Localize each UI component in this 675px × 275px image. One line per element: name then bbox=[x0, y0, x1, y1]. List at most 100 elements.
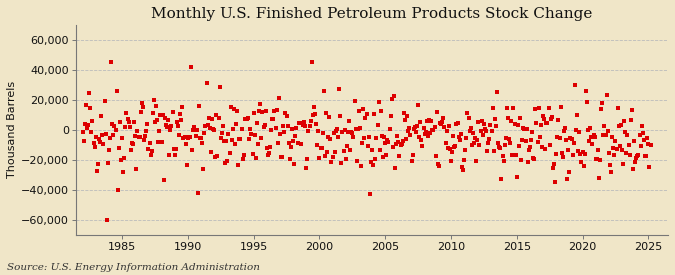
Point bbox=[486, 129, 497, 134]
Point bbox=[324, 115, 335, 119]
Point bbox=[176, 117, 187, 122]
Point bbox=[535, 135, 545, 139]
Point bbox=[570, 128, 581, 133]
Point bbox=[336, 161, 347, 165]
Point bbox=[377, 155, 388, 160]
Point bbox=[401, 136, 412, 141]
Point bbox=[263, 153, 273, 157]
Point bbox=[163, 117, 173, 122]
Point bbox=[561, 138, 572, 142]
Point bbox=[226, 138, 237, 143]
Point bbox=[544, 142, 555, 147]
Point bbox=[130, 133, 140, 138]
Point bbox=[240, 117, 251, 121]
Point bbox=[95, 139, 105, 144]
Point bbox=[256, 136, 267, 140]
Point bbox=[367, 148, 377, 153]
Point bbox=[644, 164, 655, 169]
Point bbox=[302, 157, 313, 161]
Point bbox=[293, 120, 304, 125]
Point bbox=[593, 176, 604, 180]
Point bbox=[585, 125, 595, 130]
Point bbox=[194, 104, 205, 109]
Point bbox=[217, 131, 227, 135]
Point bbox=[451, 122, 462, 127]
Point bbox=[436, 122, 447, 126]
Point bbox=[488, 148, 499, 153]
Point bbox=[94, 137, 105, 142]
Point bbox=[482, 148, 493, 153]
Point bbox=[493, 140, 504, 145]
Point bbox=[407, 153, 418, 157]
Point bbox=[494, 145, 505, 149]
Point bbox=[249, 132, 260, 137]
Point bbox=[458, 168, 468, 172]
Point bbox=[587, 142, 598, 146]
Point bbox=[425, 131, 435, 135]
Point bbox=[121, 111, 132, 116]
Point bbox=[98, 142, 109, 147]
Point bbox=[588, 133, 599, 138]
Point bbox=[591, 157, 602, 161]
Point bbox=[153, 140, 163, 144]
Point bbox=[271, 108, 282, 112]
Point bbox=[392, 133, 403, 138]
Point bbox=[279, 130, 290, 134]
Point bbox=[607, 135, 618, 139]
Point bbox=[232, 109, 242, 114]
Point bbox=[354, 109, 364, 113]
Point bbox=[196, 136, 207, 141]
Point bbox=[553, 118, 564, 122]
Point bbox=[421, 118, 432, 123]
Point bbox=[645, 143, 656, 147]
Point bbox=[373, 99, 384, 104]
Point bbox=[516, 158, 526, 162]
Point bbox=[192, 191, 203, 195]
Point bbox=[182, 135, 193, 140]
Point bbox=[622, 133, 633, 137]
Point bbox=[614, 144, 625, 148]
Point bbox=[150, 120, 161, 124]
Point bbox=[568, 141, 579, 145]
Point bbox=[370, 157, 381, 161]
Point bbox=[634, 133, 645, 137]
Point bbox=[188, 128, 198, 132]
Point bbox=[86, 130, 97, 135]
Point bbox=[521, 126, 532, 131]
Point bbox=[326, 160, 337, 164]
Point bbox=[165, 128, 176, 132]
Point bbox=[477, 133, 488, 138]
Point bbox=[301, 165, 312, 170]
Point bbox=[537, 145, 547, 149]
Point bbox=[410, 124, 421, 129]
Point bbox=[219, 139, 230, 143]
Point bbox=[286, 144, 296, 149]
Point bbox=[310, 111, 321, 116]
Point bbox=[610, 139, 621, 143]
Point bbox=[405, 133, 416, 138]
Point bbox=[549, 180, 560, 184]
Point bbox=[212, 153, 223, 158]
Point bbox=[418, 125, 429, 130]
Point bbox=[633, 153, 644, 158]
Point bbox=[572, 113, 583, 117]
Y-axis label: Thousand Barrels: Thousand Barrels bbox=[7, 81, 17, 178]
Point bbox=[398, 139, 408, 143]
Point bbox=[384, 127, 395, 131]
Point bbox=[491, 89, 502, 94]
Point bbox=[595, 158, 605, 162]
Point bbox=[83, 122, 94, 127]
Point bbox=[632, 154, 643, 158]
Point bbox=[541, 121, 551, 125]
Point bbox=[247, 152, 258, 156]
Point bbox=[270, 126, 281, 130]
Point bbox=[349, 99, 360, 103]
Point bbox=[199, 130, 210, 135]
Point bbox=[117, 135, 128, 140]
Point bbox=[570, 82, 580, 87]
Point bbox=[600, 133, 611, 138]
Point bbox=[609, 153, 620, 157]
Point bbox=[321, 111, 331, 115]
Point bbox=[281, 114, 292, 118]
Point bbox=[368, 163, 379, 167]
